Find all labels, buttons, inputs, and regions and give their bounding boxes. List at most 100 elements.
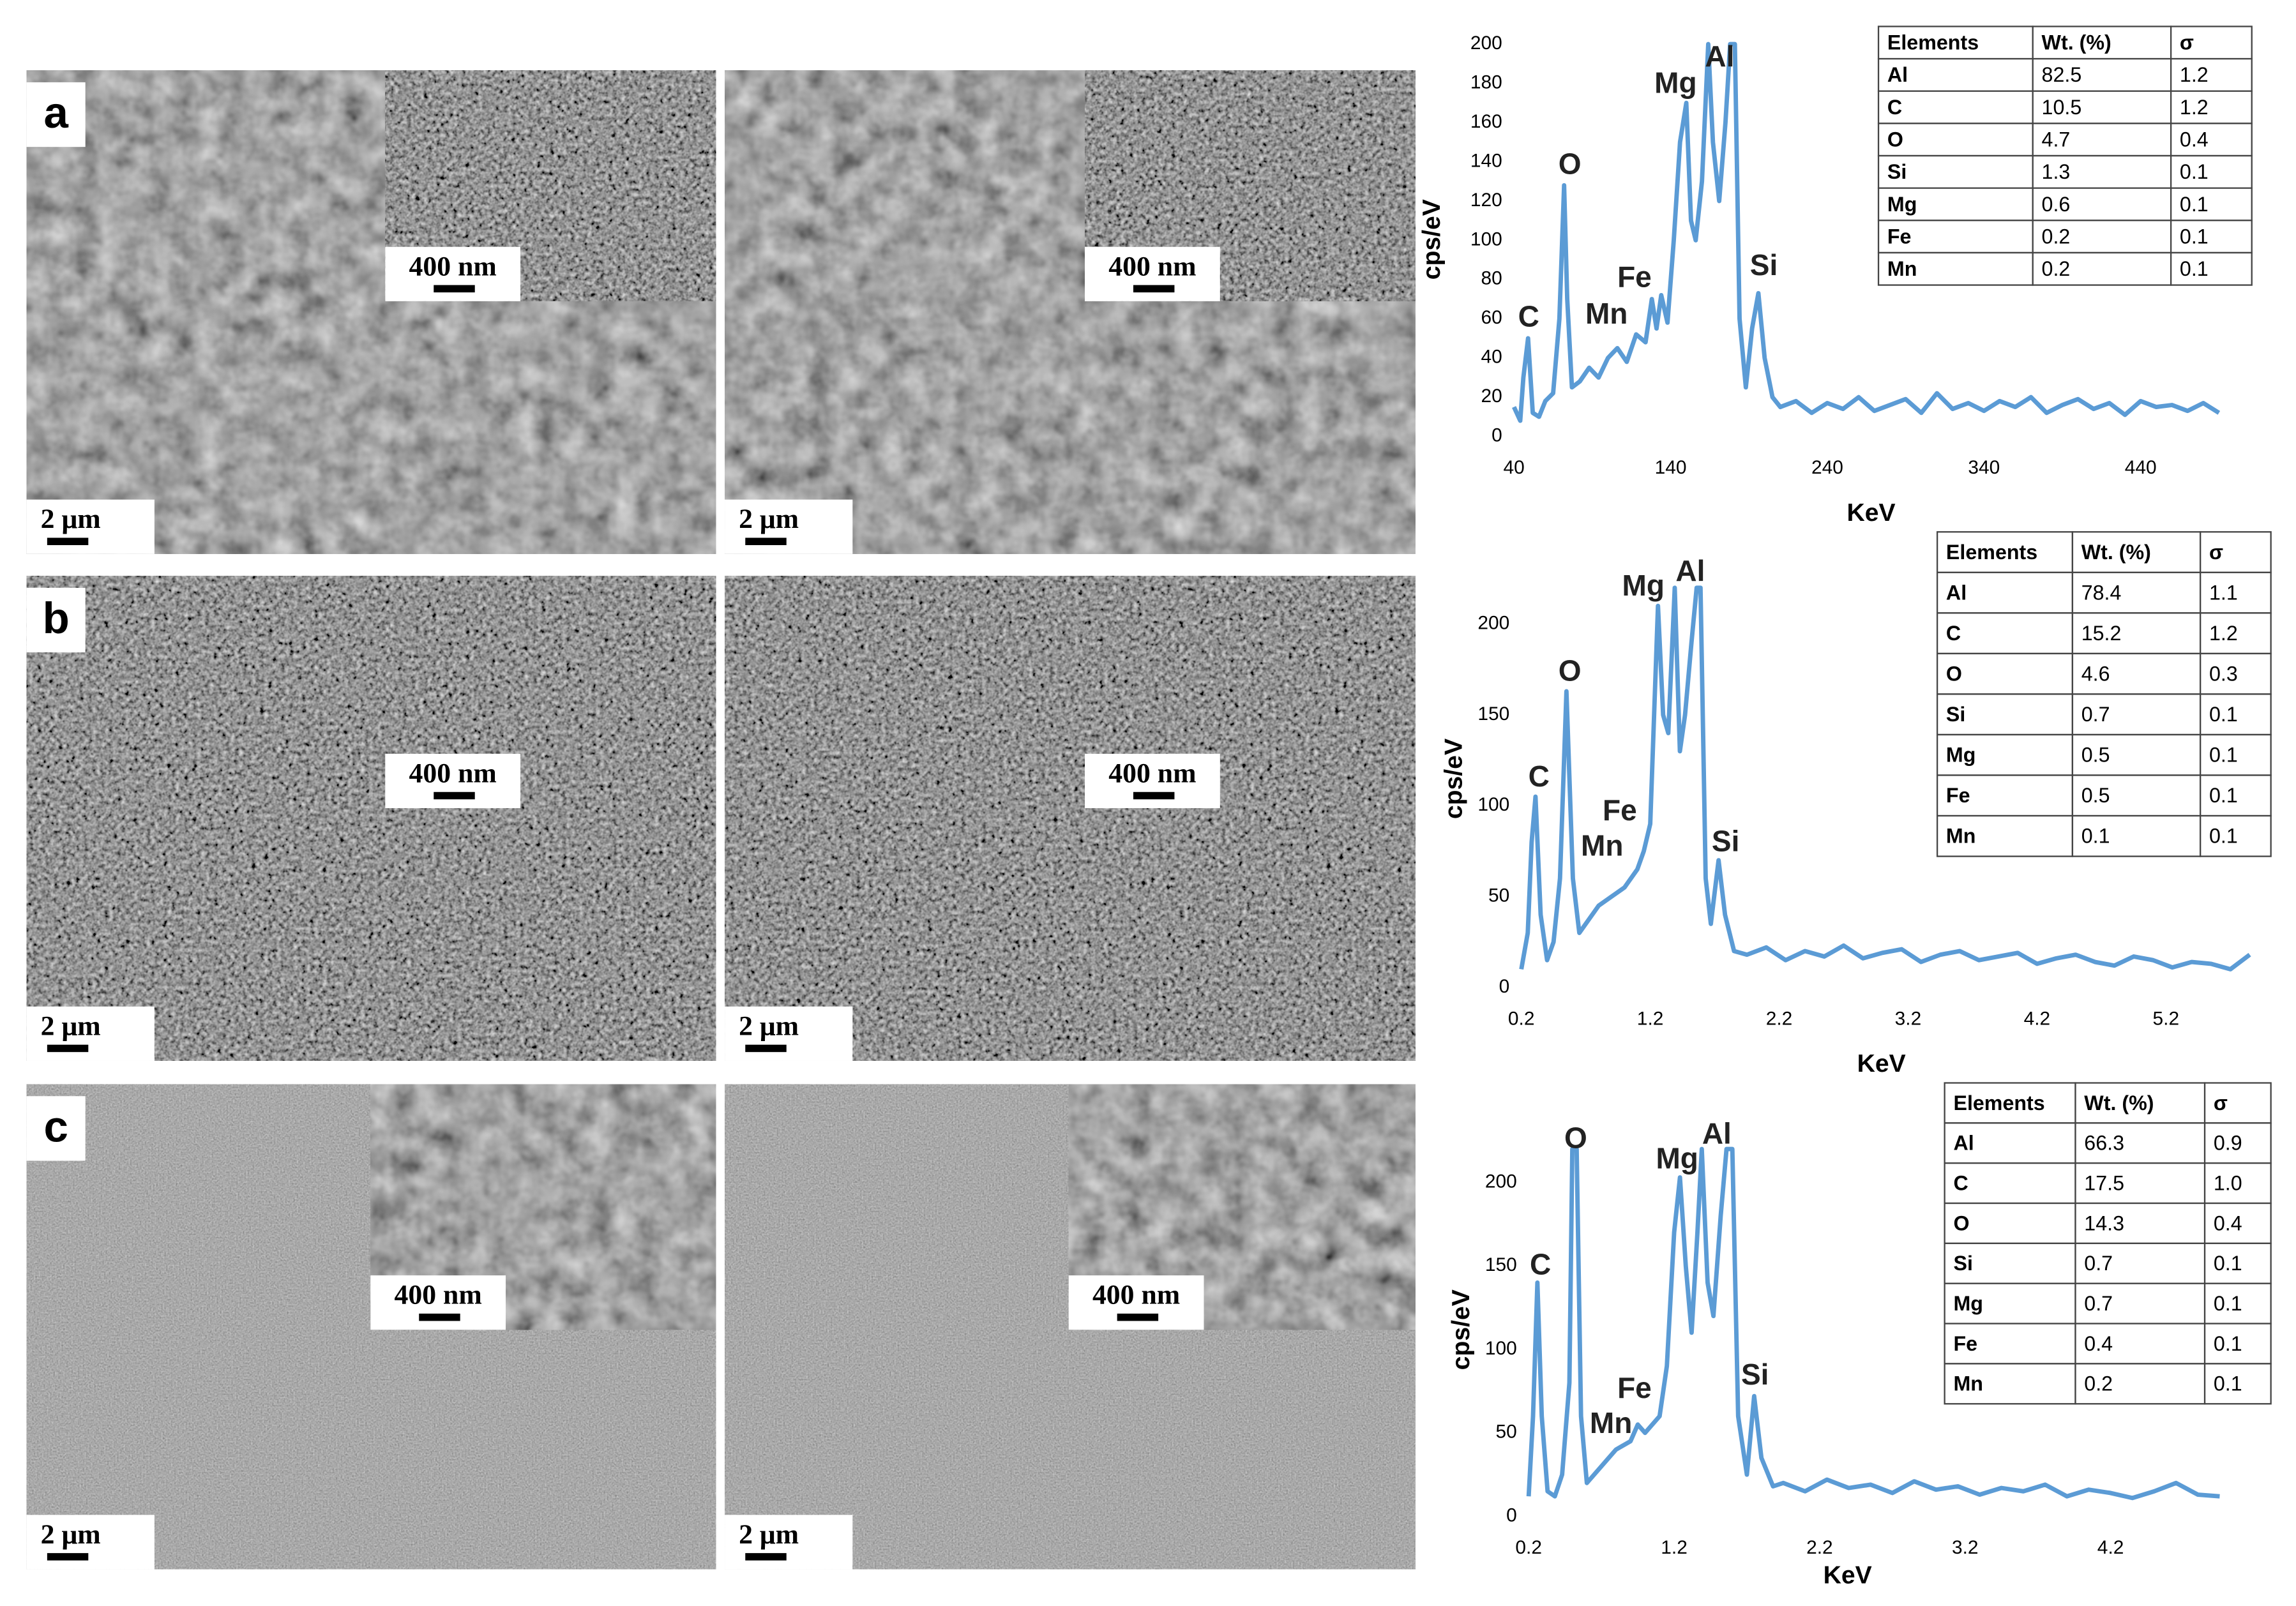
scale-bar-label: 2 μm [739, 1010, 799, 1041]
table-cell [2071, 531, 2202, 573]
table-cell [1936, 652, 2074, 695]
table-text: 0.1 [2209, 825, 2238, 848]
table-text: 0.7 [2084, 1292, 2113, 1315]
scale-bar [745, 1044, 787, 1053]
y-tick-label: 100 [1470, 229, 1502, 250]
table-header: Elements [1953, 1092, 2044, 1114]
table-cell [2032, 187, 2172, 221]
table-cell [2071, 652, 2202, 695]
peak-label: C [1518, 300, 1539, 333]
x-axis-label: KeV [1847, 499, 1895, 527]
table-text: 0.2 [2042, 257, 2071, 280]
table-header: Wt. (%) [2081, 541, 2151, 564]
table-cell [1936, 531, 2074, 573]
y-tick-label: 200 [1470, 33, 1502, 54]
y-tick-label: 20 [1481, 386, 1502, 407]
table-cell [2032, 251, 2172, 286]
table-header: Elements [1946, 541, 2037, 564]
peak-label: Al [1675, 554, 1705, 587]
table-cell [1877, 220, 2034, 254]
peak-label: C [1530, 1247, 1551, 1280]
table-cell [2032, 220, 2172, 254]
table-cell [2200, 814, 2272, 857]
table-header: σ [2214, 1092, 2228, 1114]
scale-bar [745, 1553, 787, 1561]
table-text: 0.2 [2084, 1372, 2113, 1395]
table-text: 17.5 [2084, 1171, 2124, 1194]
table-text: 66.3 [2084, 1132, 2124, 1155]
table-text: O [1887, 128, 1903, 151]
table-header: σ [2180, 31, 2194, 54]
table-text: 0.6 [2042, 193, 2071, 216]
table-cell [1936, 733, 2074, 776]
scale-bar [1133, 285, 1175, 293]
table-text: 0.1 [2209, 703, 2238, 726]
scale-bar [419, 1313, 460, 1321]
scale-bar [47, 537, 89, 546]
peak-label: Si [1712, 824, 1739, 857]
peak-label: Al [1702, 1117, 1732, 1150]
scale-bar-label: 2 μm [739, 1519, 799, 1550]
table-cell [1936, 774, 2074, 817]
panel-label: c [43, 1101, 68, 1151]
table-text: 4.7 [2042, 128, 2071, 151]
table-cell [2200, 531, 2272, 573]
y-tick-label: 120 [1470, 190, 1502, 211]
table-cell [2203, 1242, 2272, 1284]
table-cell [2170, 154, 2253, 189]
x-tick-label: 5.2 [2153, 1008, 2180, 1029]
spectrum-line [1512, 41, 2221, 423]
table-cell [2032, 154, 2172, 189]
panel-label: a [43, 87, 68, 137]
table-text: 0.7 [2081, 703, 2110, 726]
table-text: Al [1887, 63, 1908, 86]
x-axis-label: KeV [1857, 1050, 1906, 1077]
table-text: 0.1 [2214, 1292, 2242, 1315]
x-tick-label: 0.2 [1508, 1008, 1535, 1029]
peak-label: Mg [1622, 569, 1665, 602]
table-cell [2071, 693, 2202, 736]
y-axis-label: cps/eV [1447, 1289, 1475, 1370]
table-cell [2170, 251, 2253, 286]
peak-label: Mg [1656, 1142, 1698, 1175]
table-cell [1877, 251, 2034, 286]
table-text: 0.1 [2209, 744, 2238, 767]
x-tick-label: 140 [1655, 457, 1687, 478]
table-text: 0.1 [2214, 1332, 2242, 1355]
scale-bar-label: 400 nm [1092, 1280, 1180, 1310]
table-text: 0.3 [2209, 662, 2238, 685]
table-text: 0.5 [2081, 784, 2110, 807]
table-text: 78.4 [2081, 581, 2122, 604]
y-tick-label: 140 [1470, 150, 1502, 171]
spectrum-line [1526, 1146, 2220, 1501]
scale-bar-label: 400 nm [1108, 251, 1196, 281]
y-tick-label: 40 [1481, 347, 1502, 368]
peak-label: Si [1741, 1358, 1769, 1391]
table-text: Fe [1946, 784, 1970, 807]
table-text: 0.4 [2180, 128, 2209, 151]
scale-bar-label: 400 nm [409, 251, 497, 281]
x-tick-label: 1.2 [1661, 1537, 1688, 1558]
table-text: Mg [1887, 193, 1917, 216]
table-text: 15.2 [2081, 622, 2122, 645]
table-text: Mn [1887, 257, 1917, 280]
scale-bar [1133, 792, 1175, 800]
table-text: 0.2 [2042, 225, 2071, 248]
table-cell [2071, 571, 2202, 614]
y-tick-label: 200 [1485, 1171, 1517, 1192]
table-text: 14.3 [2084, 1212, 2124, 1235]
table-cell [1944, 1122, 2076, 1164]
table-text: O [1946, 662, 1962, 685]
table-cell [2170, 90, 2253, 124]
y-tick-label: 50 [1488, 885, 1509, 906]
y-tick-label: 180 [1470, 71, 1502, 93]
x-tick-label: 4.2 [2024, 1008, 2051, 1029]
table-cell [2203, 1363, 2272, 1405]
y-tick-label: 0 [1492, 425, 1502, 446]
table-text: 0.1 [2180, 193, 2209, 216]
table-text: Al [1953, 1132, 1974, 1155]
x-tick-label: 4.2 [2097, 1537, 2124, 1558]
table-text: 4.6 [2081, 662, 2110, 685]
y-tick-label: 200 [1477, 613, 1509, 634]
